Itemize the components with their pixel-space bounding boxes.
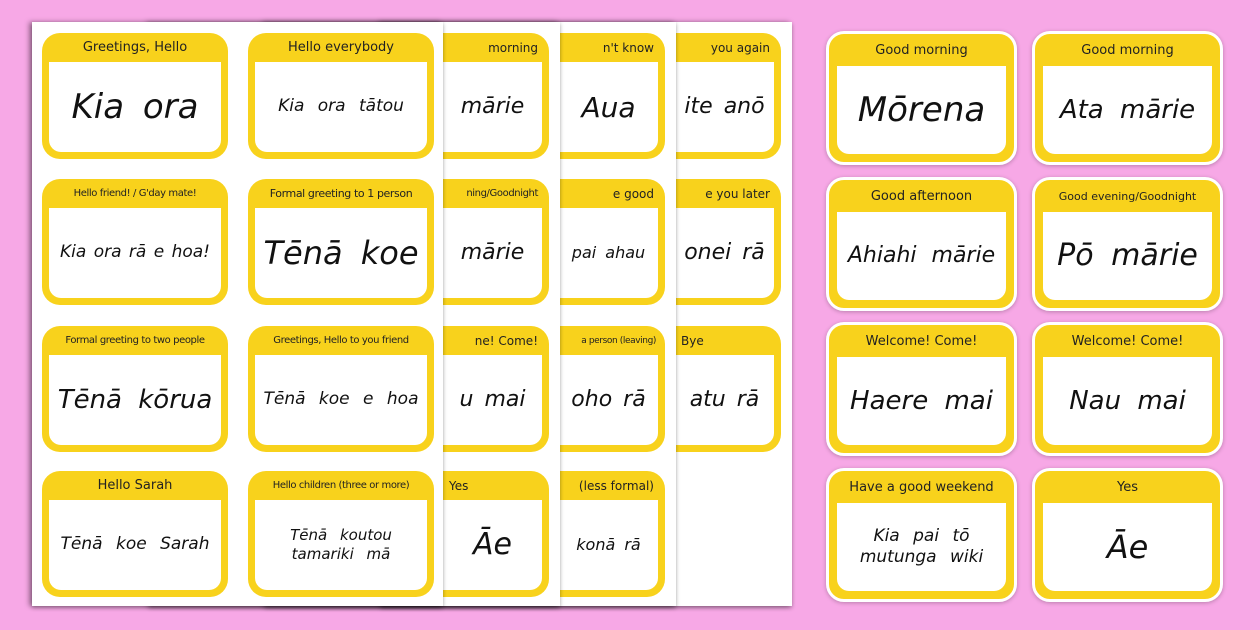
card-header: Good morning: [1081, 43, 1174, 58]
flashcard: n't know Aua: [559, 33, 665, 159]
card-header: Good afternoon: [870, 189, 973, 204]
card-header: Yes: [449, 479, 469, 493]
flashcard: (less formal) konā rā: [559, 471, 665, 597]
flashcard: e you later onei rā: [675, 179, 781, 305]
cutout-card: Welcome! Come! Nau mai: [1032, 322, 1223, 456]
card-header: Hello everybody: [288, 40, 394, 55]
card-header: Good morning: [875, 43, 968, 58]
card-header: Greetings, Hello: [82, 40, 188, 55]
card-header: Welcome! Come!: [1071, 334, 1184, 349]
card-header: Greetings, Hello to you friend: [273, 335, 409, 346]
card-header: you again: [710, 41, 770, 55]
card-text: konā rā: [559, 500, 658, 590]
cutout-card: Have a good weekend Kia pai tō mutunga wi…: [826, 468, 1017, 602]
flashcard: ne! Come! u mai: [443, 326, 549, 452]
cutout-card: Good morning Mōrena: [826, 31, 1017, 165]
card-text: mārie: [443, 62, 542, 152]
card-text: ite anō: [675, 62, 774, 152]
card-text: Haere mai: [837, 357, 1006, 445]
card-header: ne! Come!: [474, 334, 538, 348]
card-header: Have a good weekend: [849, 480, 994, 495]
card-header: a person (leaving): [581, 336, 656, 346]
flashcard: Greetings, Hello Kia ora: [42, 33, 228, 159]
card-text: Tēnā koe: [255, 208, 427, 298]
card-header: Formal greeting to two people: [65, 335, 205, 346]
card-header: n't know: [602, 41, 654, 55]
card-text: u mai: [443, 355, 542, 445]
card-text: Tēnā koutou tamariki mā: [255, 500, 427, 590]
flashcard: Yes Āe: [443, 471, 549, 597]
card-header: Good evening/Goodnight: [1058, 190, 1197, 203]
flashcard: Hello Sarah Tēnā koe Sarah: [42, 471, 228, 597]
flashcard: Hello friend! / G'day mate! Kia ora rā e …: [42, 179, 228, 305]
cutout-card: Yes Āe: [1032, 468, 1223, 602]
flashcard: you again ite anō: [675, 33, 781, 159]
card-header: Hello children (three or more): [272, 480, 410, 491]
card-text: Kia pai tō mutunga wiki: [837, 503, 1006, 591]
cutout-card: Good evening/Goodnight Pō mārie: [1032, 177, 1223, 311]
card-header: (less formal): [578, 479, 654, 493]
card-text: Āe: [443, 500, 542, 590]
card-text: Tēnā koe e hoa: [255, 355, 427, 445]
card-header: Hello friend! / G'day mate!: [73, 188, 197, 199]
worksheet-page-front: Greetings, Hello Kia ora Hello everybody K…: [32, 22, 443, 606]
flashcard: Bye atu rā: [675, 326, 781, 452]
card-text: Kia ora tātou: [255, 62, 427, 152]
card-text: pai ahau: [559, 208, 658, 298]
card-text: Tēnā kōrua: [49, 355, 221, 445]
card-header: ning/Goodnight: [466, 188, 538, 199]
card-header: e good: [612, 187, 654, 201]
cutout-card: Good morning Ata mārie: [1032, 31, 1223, 165]
cutout-card: Welcome! Come! Haere mai: [826, 322, 1017, 456]
card-text: Aua: [559, 62, 658, 152]
card-header: e you later: [705, 187, 770, 201]
card-header: Hello Sarah: [97, 478, 173, 493]
cutout-card: Good afternoon Ahiahi mārie: [826, 177, 1017, 311]
card-text: Kia ora: [49, 62, 221, 152]
flashcard: e good pai ahau: [559, 179, 665, 305]
card-text: onei rā: [675, 208, 774, 298]
card-text: Kia ora rā e hoa!: [49, 208, 221, 298]
card-header: Yes: [1117, 480, 1138, 495]
card-text: Ahiahi mārie: [837, 212, 1006, 300]
card-header: Welcome! Come!: [865, 334, 978, 349]
card-text: Tēnā koe Sarah: [49, 500, 221, 590]
card-header: morning: [488, 41, 538, 55]
card-text: atu rā: [675, 355, 774, 445]
card-text: Āe: [1043, 503, 1212, 591]
flashcard: Formal greeting to 1 person Tēnā koe: [248, 179, 434, 305]
card-text: Nau mai: [1043, 357, 1212, 445]
card-text: Pō mārie: [1043, 212, 1212, 300]
card-text: Mōrena: [837, 66, 1006, 154]
flashcard: Formal greeting to two people Tēnā kōrua: [42, 326, 228, 452]
flashcard: a person (leaving) oho rā: [559, 326, 665, 452]
flashcard: Hello everybody Kia ora tātou: [248, 33, 434, 159]
card-header: Formal greeting to 1 person: [269, 187, 413, 200]
card-text: oho rā: [559, 355, 658, 445]
flashcard: morning mārie: [443, 33, 549, 159]
card-text: Ata mārie: [1043, 66, 1212, 154]
flashcard: Hello children (three or more) Tēnā kouto…: [248, 471, 434, 597]
flashcard: ning/Goodnight mārie: [443, 179, 549, 305]
flashcard: Greetings, Hello to you friend Tēnā koe e…: [248, 326, 434, 452]
card-header: Bye: [681, 334, 704, 348]
card-text: mārie: [443, 208, 542, 298]
